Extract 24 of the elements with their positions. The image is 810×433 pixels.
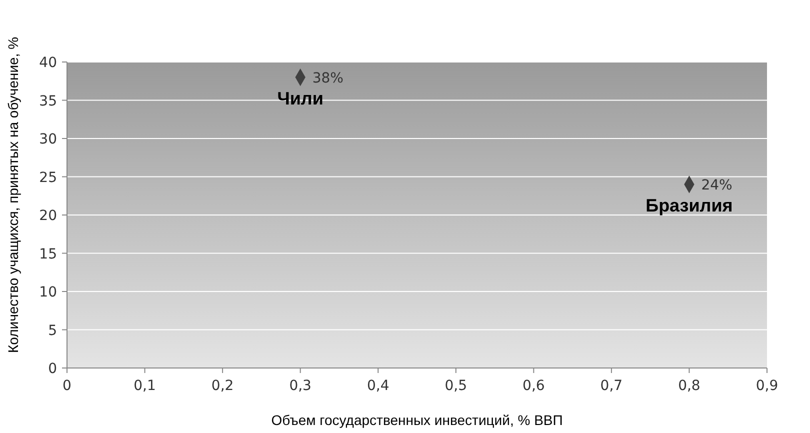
- y-tick-label: 15: [39, 246, 57, 262]
- x-tick-label: 0,3: [289, 378, 312, 394]
- x-tick-label: 0,8: [678, 378, 700, 394]
- y-tick-label: 25: [39, 170, 57, 186]
- data-label: 38%: [312, 70, 344, 86]
- y-tick-label: 20: [39, 208, 57, 224]
- annotation: Бразилия: [646, 195, 733, 216]
- y-tick-label: 5: [48, 322, 57, 339]
- x-tick-label: 0,6: [522, 378, 545, 394]
- y-axis-title: Количество учащихся, принятых на обучение, %: [5, 36, 21, 354]
- x-tick-label: 0,2: [211, 378, 234, 394]
- x-tick-label: 0,4: [366, 378, 390, 394]
- x-tick-label: 0,1: [134, 378, 156, 394]
- x-tick-label: 0,9: [756, 378, 778, 394]
- data-label: 24%: [701, 177, 732, 194]
- x-tick-label: 0,7: [600, 378, 623, 394]
- y-tick-label: 0: [48, 361, 57, 377]
- y-tick-label: 40: [39, 55, 57, 71]
- x-tick-label: 0,5: [444, 378, 468, 394]
- x-axis-title: Объем государственных инвестиций, % ВВП: [271, 412, 563, 428]
- x-tick-label: 0: [62, 378, 72, 394]
- y-tick-label: 30: [39, 132, 57, 148]
- y-tick-label: 35: [39, 93, 57, 110]
- y-tick-label: 10: [39, 284, 57, 300]
